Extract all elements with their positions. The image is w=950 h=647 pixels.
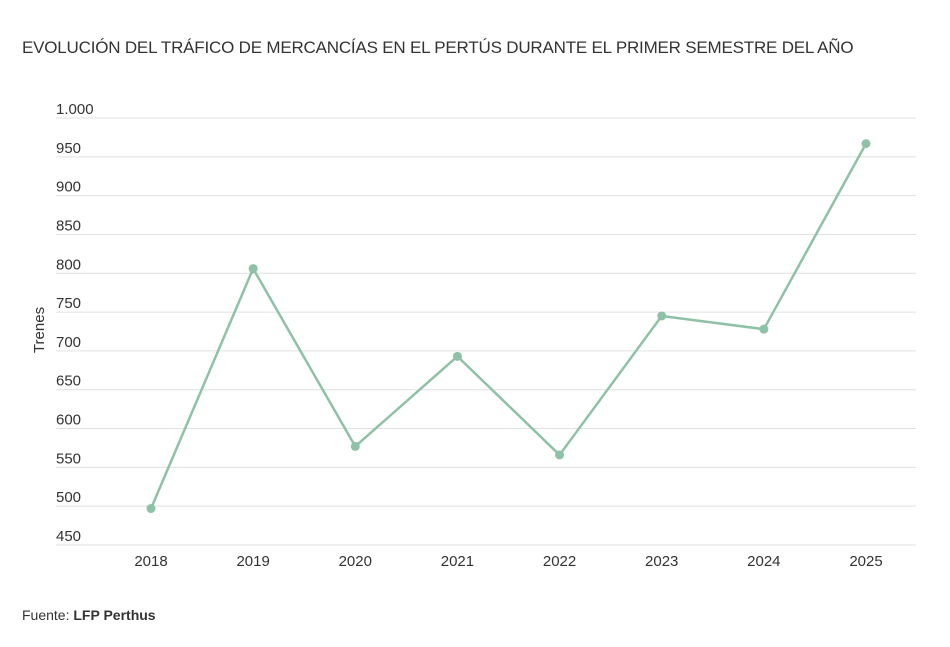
- x-tick-label: 2021: [441, 553, 474, 570]
- y-tick-label: 850: [56, 217, 81, 234]
- data-point[interactable]: [759, 324, 769, 334]
- chart-title: EVOLUCIÓN DEL TRÁFICO DE MERCANCÍAS EN E…: [22, 38, 854, 57]
- x-tick-label: 2020: [339, 553, 372, 570]
- y-tick-label: 700: [56, 334, 81, 351]
- y-tick-label: 500: [56, 489, 81, 506]
- grid-lines: [56, 117, 916, 546]
- series-line: [149, 143, 868, 510]
- y-tick-label: 450: [56, 528, 81, 545]
- y-tick-label: 900: [56, 179, 81, 196]
- x-tick-label: 2019: [236, 553, 269, 570]
- y-tick-label: 950: [56, 140, 81, 157]
- x-tick-label: 2022: [543, 553, 576, 570]
- x-tick-label: 2023: [645, 553, 678, 570]
- data-point[interactable]: [657, 311, 667, 321]
- y-tick-label: 750: [56, 295, 81, 312]
- y-tick-label: 1.000: [56, 101, 94, 118]
- data-point[interactable]: [452, 351, 462, 361]
- x-tick-label: 2018: [134, 553, 167, 570]
- y-tick-label: 600: [56, 412, 81, 429]
- y-tick-label: 650: [56, 373, 81, 390]
- source-label: Fuente:: [22, 607, 70, 623]
- series-layer: [146, 139, 871, 514]
- source-note: Fuente: LFP Perthus: [22, 607, 156, 623]
- data-point[interactable]: [350, 441, 360, 451]
- y-tick-label: 550: [56, 450, 81, 467]
- y-axis-ticks: 1.000 950 900 850 800 750 700 650 600 550 500 450: [56, 101, 94, 545]
- data-point[interactable]: [146, 504, 156, 514]
- data-point[interactable]: [861, 139, 871, 149]
- x-axis-ticks: 2018 2019 2020 2021 2022 2023 2024 2025: [134, 553, 882, 570]
- y-tick-label: 800: [56, 256, 81, 273]
- data-point[interactable]: [248, 264, 258, 274]
- source-name: LFP Perthus: [73, 607, 156, 623]
- x-tick-label: 2024: [747, 553, 780, 570]
- data-point[interactable]: [555, 450, 565, 460]
- y-axis-label: Trenes: [31, 307, 48, 353]
- x-tick-label: 2025: [849, 553, 882, 570]
